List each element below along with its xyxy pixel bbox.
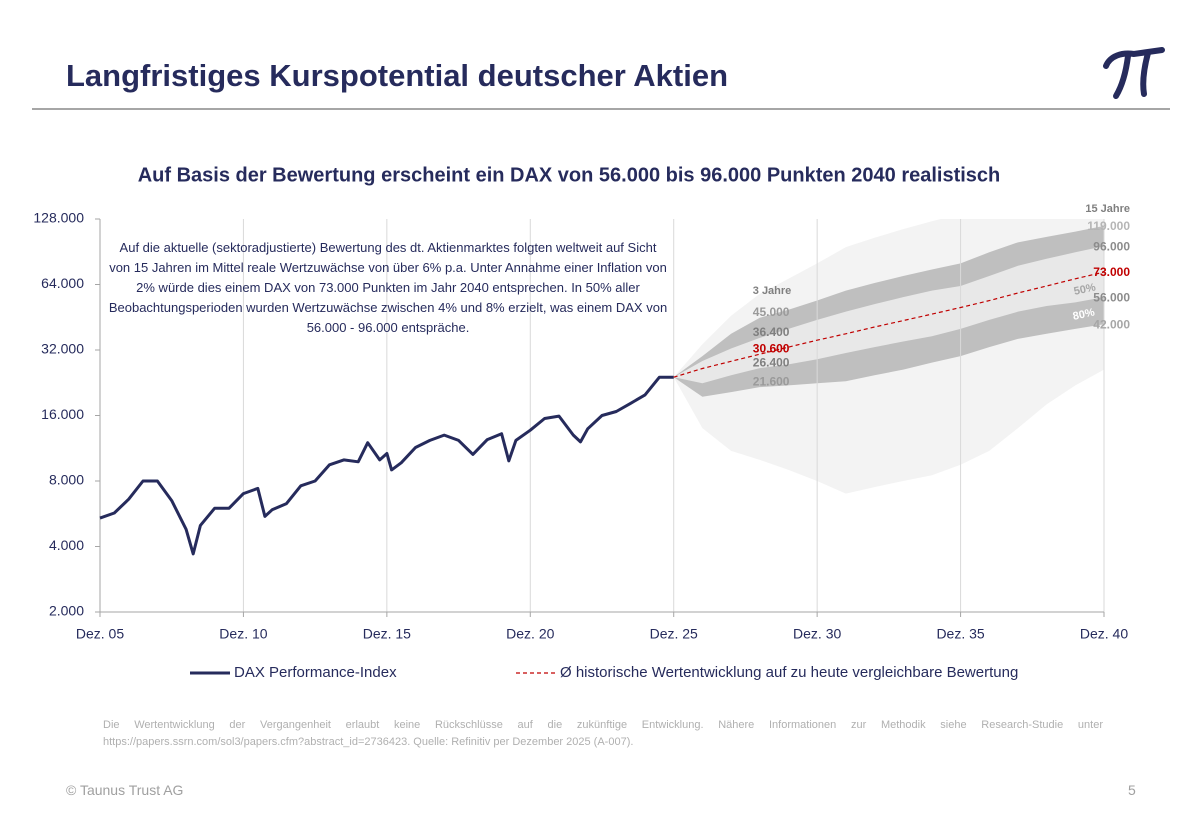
horizon-value: 36.400 — [753, 325, 790, 339]
chart: Auf Basis der Bewertung erscheint ein DA… — [33, 164, 1130, 681]
horizon-value: 119.000 — [1087, 219, 1130, 233]
horizon-title: 3 Jahre — [753, 285, 792, 297]
legend-label: Ø historische Wertentwicklung auf zu heu… — [560, 664, 1018, 681]
band-label: 80% — [1072, 306, 1096, 322]
legend-label: DAX Performance-Index — [234, 664, 397, 681]
band-label: 50% — [1073, 281, 1097, 297]
disclaimer: Die Wertentwicklung der Vergangenheit er… — [103, 719, 1103, 748]
x-tick-label: Dez. 25 — [650, 626, 698, 642]
x-tick-label: Dez. 35 — [936, 626, 984, 642]
y-tick-label: 2.000 — [49, 603, 84, 619]
series-line — [99, 375, 674, 556]
horizon-value: 96.000 — [1093, 239, 1130, 253]
horizon-value: 30.600 — [753, 341, 790, 355]
copyright: © Taunus Trust AG — [66, 782, 184, 798]
y-tick-label: 8.000 — [49, 472, 84, 488]
header-rule — [32, 108, 1170, 110]
x-tick-label: Dez. 20 — [506, 626, 554, 642]
horizon-value: 73.000 — [1093, 265, 1130, 279]
page-title: Langfristiges Kurspotential deutscher Ak… — [66, 58, 729, 93]
horizon-value: 56.000 — [1093, 290, 1130, 304]
y-tick-label: 4.000 — [49, 537, 84, 553]
x-tick-label: Dez. 05 — [76, 626, 124, 642]
logo — [1103, 47, 1165, 99]
y-tick-label: 64.000 — [41, 275, 84, 291]
x-tick-label: Dez. 15 — [363, 626, 411, 642]
horizon-value: 26.400 — [753, 355, 790, 369]
horizon-title: 15 Jahre — [1085, 203, 1130, 215]
y-tick-label: 32.000 — [41, 341, 84, 357]
horizon-value: 21.600 — [753, 374, 790, 388]
y-tick-label: 128.000 — [33, 210, 84, 226]
annotation: Auf die aktuelle (sektoradjustierte) Bew… — [108, 240, 668, 335]
page-number: 5 — [1128, 782, 1136, 798]
x-tick-label: Dez. 30 — [793, 626, 841, 642]
bands — [673, 219, 1104, 494]
projection-band — [673, 246, 1104, 384]
horizon-value: 42.000 — [1093, 317, 1130, 331]
x-tick-label: Dez. 10 — [219, 626, 267, 642]
x-tick-label: Dez. 40 — [1080, 626, 1128, 642]
horizon-value: 45.000 — [753, 305, 790, 319]
y-tick-label: 16.000 — [41, 406, 84, 422]
chart-title: Auf Basis der Bewertung erscheint ein DA… — [138, 164, 1001, 186]
